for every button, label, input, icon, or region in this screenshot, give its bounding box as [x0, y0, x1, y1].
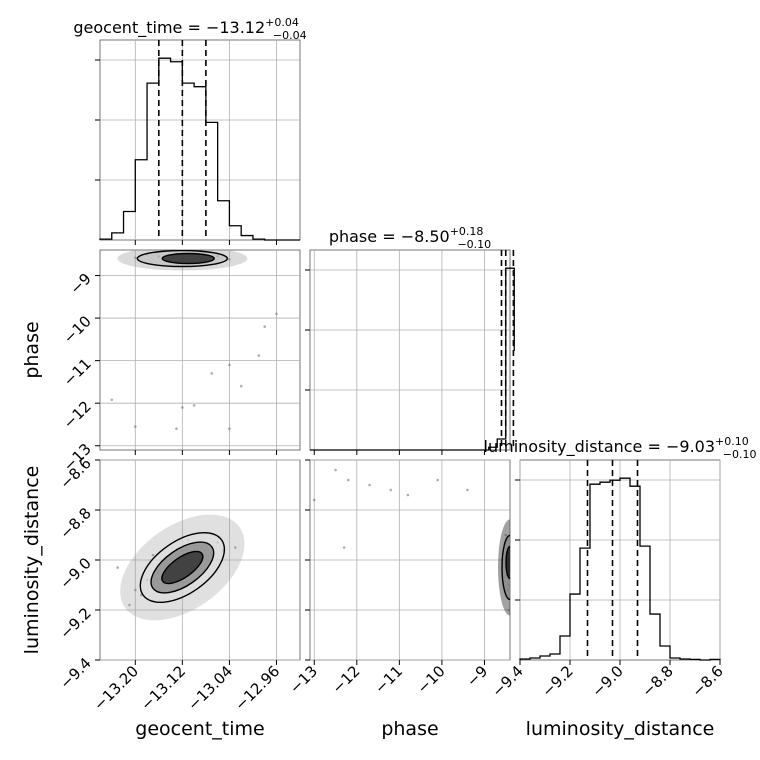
x-tick-label: −9.2 [538, 662, 576, 700]
sample-point [466, 488, 469, 492]
panel-geocent-time-hist [99, 39, 301, 241]
x-tick-label: −10 [414, 662, 449, 697]
y-tick-label: −10 [60, 312, 95, 347]
sample-point [151, 553, 155, 557]
panel-phase-hist [309, 249, 511, 451]
sample-point [228, 427, 231, 431]
sample-point [334, 468, 337, 472]
sample-point [275, 312, 278, 316]
xlabel-geocent-time: geocent_time [135, 718, 264, 740]
contour-level [505, 545, 510, 580]
sample-point [228, 258, 231, 261]
x-tick-label: −9.4 [488, 662, 526, 700]
sample-point [133, 588, 137, 592]
sample-point [181, 406, 184, 409]
sample-point [133, 425, 137, 428]
x-tick-label: −13.12 [137, 662, 189, 714]
sample-point [228, 363, 231, 367]
y-tick-label: −9.4 [56, 654, 94, 692]
sample-point [110, 398, 114, 402]
sample-point [257, 354, 261, 357]
contour-level [161, 252, 215, 265]
title-luminosity-distance: luminosity_distance = −9.03+0.10 −0.10 [484, 435, 757, 461]
sample-point [175, 427, 178, 431]
sample-point [192, 404, 196, 407]
y-tick-label: −11 [60, 355, 95, 390]
sample-point [133, 256, 137, 259]
sample-point [406, 493, 410, 497]
sample-point [233, 546, 237, 549]
y-tick-label: −9.2 [56, 604, 94, 642]
xlabel-luminosity-distance: luminosity_distance [526, 718, 715, 740]
y-tick-label: −9.0 [56, 554, 94, 592]
x-tick-label: −12 [329, 662, 364, 697]
x-tick-label: −12.96 [231, 662, 283, 714]
title-geocent-time: geocent_time = −13.12+0.04 −0.04 [73, 16, 306, 42]
x-tick-label: −11 [371, 662, 406, 697]
histogram-geocent-time [99, 57, 300, 241]
xlabel-phase: phase [381, 718, 438, 740]
sample-point [210, 372, 214, 375]
sample-point [312, 498, 316, 502]
histogram-luminosity-distance [519, 477, 721, 661]
sample-point [116, 566, 119, 569]
x-tick-label: −8.6 [688, 662, 726, 700]
sample-point [368, 483, 371, 487]
x-tick-label: −9.0 [588, 662, 626, 700]
sample-point [239, 384, 243, 388]
sample-point [389, 488, 393, 492]
sample-point [263, 325, 267, 328]
sample-point [342, 546, 346, 549]
x-tick-label: −8.8 [638, 662, 676, 700]
panel-phase-vs-geocent-time [99, 249, 301, 451]
sample-point [128, 603, 131, 607]
x-tick-label: −13 [286, 662, 321, 697]
title-phase: phase = −8.50+0.18 −0.10 [329, 225, 491, 251]
ylabel-luminosity-distance: luminosity_distance [21, 466, 43, 655]
y-tick-label: −12 [60, 397, 95, 432]
ylabel-phase: phase [21, 321, 43, 378]
sample-point [436, 478, 439, 482]
y-tick-label: −9 [66, 270, 94, 298]
y-tick-label: −8.8 [56, 504, 94, 542]
contour-level [161, 550, 204, 585]
x-tick-label: −13.20 [90, 662, 142, 714]
sample-point [346, 478, 350, 482]
x-tick-label: −13.04 [184, 662, 236, 714]
histogram-phase [310, 267, 515, 451]
x-tick-label: −9 [463, 662, 491, 690]
